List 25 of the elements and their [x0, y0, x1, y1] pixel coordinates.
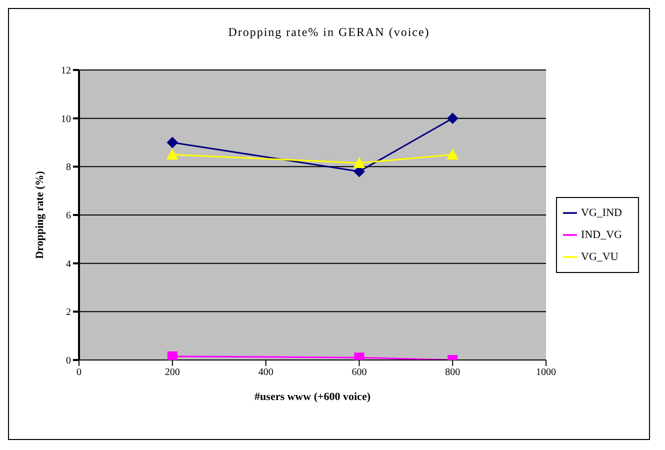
point — [447, 112, 458, 124]
y-tick-label: 6 — [66, 210, 71, 222]
y-tick-label: 0 — [66, 356, 71, 367]
y-axis-title: Dropping rate (%) — [34, 170, 46, 259]
y-tick-label: 8 — [66, 162, 71, 174]
x-tick-label: 1000 — [536, 367, 556, 378]
legend-label: IND_VG — [581, 229, 622, 241]
x-axis-title: #users www (+600 voice) — [254, 391, 371, 403]
point — [166, 148, 178, 160]
x-tick-label: 200 — [164, 367, 180, 378]
legend-label: VG_VU — [581, 251, 618, 263]
point — [166, 137, 178, 148]
legend-label: VG_IND — [581, 207, 622, 219]
y-tick-label: 2 — [66, 307, 71, 318]
point — [446, 148, 459, 160]
chart-title: Dropping rate% in GERAN (voice) — [227, 25, 431, 40]
x-tick-label: 800 — [445, 367, 460, 378]
x-tick-label: 600 — [352, 367, 367, 378]
x-tick-label: 400 — [258, 367, 274, 378]
y-tick-label: 10 — [61, 114, 71, 125]
x-tick-label: 0 — [76, 367, 82, 378]
point — [353, 157, 366, 168]
y-tick-label: 12 — [61, 66, 71, 77]
y-tick-label: 4 — [66, 258, 71, 270]
point — [167, 351, 178, 360]
